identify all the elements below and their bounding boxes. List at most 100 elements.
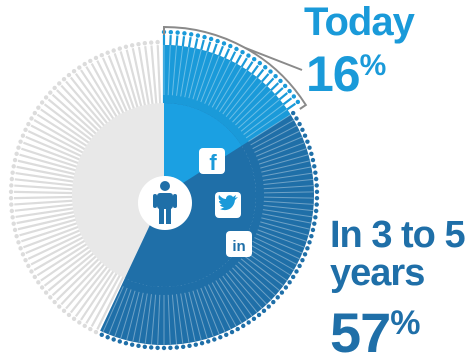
tick-dot: [71, 316, 77, 321]
tick-dot: [48, 295, 53, 300]
band-tick: [245, 251, 288, 282]
tick-dot: [9, 176, 15, 182]
tick-dot: [148, 40, 154, 45]
band-tick: [263, 191, 314, 194]
today-bracket: [163, 25, 308, 110]
tick-dot: [10, 215, 15, 220]
tick-dot: [105, 50, 110, 55]
band-tick: [252, 125, 298, 150]
band-tick: [263, 178, 314, 186]
tick-dot: [234, 46, 239, 52]
tick-dot: [71, 69, 77, 74]
band-tick: [228, 270, 263, 309]
tick-dot: [11, 164, 16, 169]
svg-text:f: f: [209, 150, 217, 175]
tick-dot: [23, 257, 28, 263]
tick-dot: [168, 29, 174, 35]
tick-dot: [20, 252, 26, 257]
band-tick: [184, 48, 196, 98]
band-tick: [171, 45, 178, 96]
tick-dot: [241, 323, 246, 329]
band-tick: [228, 81, 263, 120]
linkedin-icon: in: [226, 231, 252, 257]
band-tick: [218, 69, 248, 112]
band-tick: [254, 237, 300, 260]
tick-dot: [294, 269, 299, 274]
tick-dot: [307, 145, 312, 150]
band-tick: [180, 47, 190, 97]
band-tick: [257, 229, 305, 248]
tick-dot: [279, 290, 285, 295]
band-tick: [248, 114, 291, 142]
band-tick: [215, 280, 243, 324]
band-tick: [108, 287, 128, 335]
tick-dot: [18, 139, 23, 144]
tick-dot: [18, 246, 23, 251]
band-tick: [252, 240, 298, 265]
tick-dot: [257, 60, 263, 66]
band-tick: [255, 136, 303, 157]
tick-dot: [9, 208, 15, 214]
tick-dot: [314, 202, 319, 207]
band-tick: [262, 166, 312, 177]
tick-dot: [29, 116, 34, 121]
tick-dot: [252, 57, 257, 62]
future-value: 57%: [330, 296, 465, 361]
tick-dot: [161, 345, 167, 351]
tick-dot: [123, 44, 129, 50]
tick-dot: [36, 105, 41, 110]
tick-dot: [52, 85, 57, 91]
tick-dot: [290, 110, 296, 116]
band-tick: [126, 291, 140, 341]
today-value-number: 16: [306, 46, 361, 102]
tick-dot: [117, 339, 122, 344]
tick-dot: [174, 345, 180, 350]
band-tick: [192, 51, 208, 100]
tick-dot: [314, 196, 320, 201]
band-tick: [120, 290, 136, 339]
tick-dot: [66, 312, 72, 318]
tick-dot: [123, 340, 129, 346]
band-tick: [262, 213, 312, 224]
tick-dot: [297, 263, 302, 269]
future-value-number: 57: [330, 301, 391, 364]
tick-dot: [57, 304, 62, 309]
tick-dot: [66, 72, 72, 78]
tick-dot: [302, 133, 308, 138]
tick-dot: [99, 53, 104, 58]
tick-dot: [8, 189, 14, 194]
band-tick: [262, 172, 313, 181]
band-tick: [222, 275, 253, 317]
tick-dot: [14, 151, 19, 157]
tick-dot: [32, 274, 38, 280]
band-tick: [263, 204, 314, 212]
band-tick: [138, 293, 148, 343]
tick-dot: [12, 227, 18, 233]
band-tick: [245, 108, 288, 139]
tick-dot: [11, 221, 16, 226]
tick-dot: [187, 343, 192, 349]
svg-text:in: in: [232, 238, 245, 255]
tick-dot: [88, 326, 93, 332]
band-tick: [263, 200, 314, 205]
tick-dot: [188, 32, 194, 37]
band-tick: [262, 209, 313, 218]
band-tick: [250, 119, 295, 146]
band-tick: [102, 286, 124, 333]
tick-dot: [305, 139, 310, 144]
tick-dot: [314, 183, 319, 188]
tick-dot: [268, 69, 273, 74]
tick-dot: [310, 227, 316, 233]
tick-dot: [307, 240, 312, 245]
tick-dot: [14, 233, 19, 239]
tick-dot: [313, 215, 318, 220]
tick-dot: [278, 78, 283, 84]
tick-dot: [142, 41, 148, 46]
band-tick: [192, 290, 208, 339]
tick-dot: [36, 280, 41, 285]
tick-dot: [39, 100, 45, 105]
tick-dot: [99, 332, 104, 337]
tick-dot: [105, 335, 110, 340]
band-tick: [240, 99, 280, 132]
tick-dot: [52, 299, 57, 305]
